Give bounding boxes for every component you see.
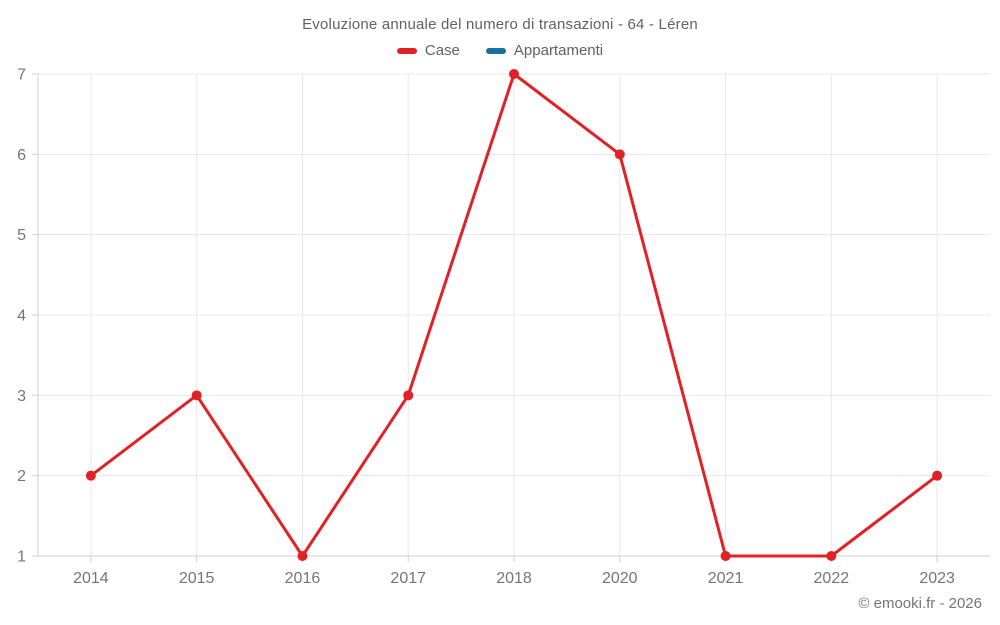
x-tick-label: 2021 [708,570,744,587]
x-tick-label: 2014 [73,570,109,587]
x-tick-label: 2015 [179,570,215,587]
data-point[interactable] [297,551,308,561]
y-tick-label: 3 [17,388,26,405]
y-tick-label: 5 [17,227,26,244]
data-point[interactable] [85,470,96,481]
y-tick-label: 2 [17,468,26,485]
legend-item-case[interactable]: Case [396,42,460,59]
chart-title: Evoluzione annuale del numero di transaz… [302,16,698,33]
x-tick-label: 2020 [602,570,638,587]
data-point[interactable] [614,149,625,160]
y-tick-label: 7 [17,67,26,84]
watermark: © emooki.fr - 2026 [858,595,982,612]
data-point[interactable] [826,551,837,561]
x-tick-label: 2017 [390,570,426,587]
x-tick-label: 2023 [919,570,955,587]
data-point[interactable] [932,470,943,481]
legend-swatch-appartamenti [485,47,506,54]
data-point[interactable] [191,390,202,401]
y-tick-label: 6 [17,147,26,164]
legend: Case Appartamenti [0,42,1000,59]
data-point[interactable] [720,551,731,561]
x-tick-label: 2016 [285,570,321,587]
y-tick-label: 4 [17,308,26,325]
legend-label: Appartamenti [513,42,604,59]
x-tick-label: 2018 [496,570,532,587]
legend-swatch-case [396,47,417,54]
y-tick-label: 1 [17,549,26,566]
legend-label: Case [424,42,460,59]
x-tick-label: 2022 [814,570,850,587]
data-point[interactable] [509,69,519,79]
data-point[interactable] [403,390,414,401]
legend-item-appartamenti[interactable]: Appartamenti [485,42,604,59]
